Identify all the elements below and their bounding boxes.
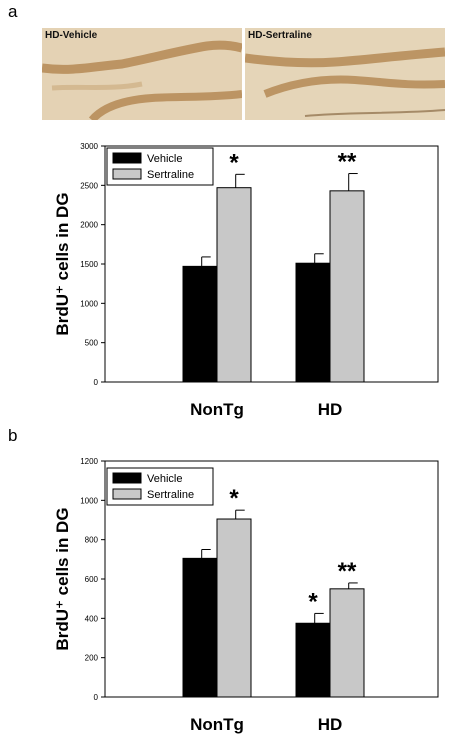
bar: [182, 265, 218, 383]
legend-label: Sertraline: [147, 169, 194, 181]
legend-label: Vehicle: [147, 473, 182, 485]
significance-marker: *: [229, 485, 239, 512]
x-category-label: HD: [318, 400, 343, 419]
legend-label: Vehicle: [147, 153, 182, 165]
micrograph-hd-sertraline-image: [245, 28, 445, 120]
legend-swatch: [112, 152, 142, 164]
y-tick-label: 2500: [80, 181, 98, 190]
micrograph-hd-vehicle-image: [42, 28, 242, 120]
bar: [295, 622, 331, 698]
bar: [295, 262, 331, 383]
y-tick-label: 1000: [80, 496, 98, 505]
micrograph-hd-sertraline: HD-Sertraline: [245, 28, 445, 120]
x-category-label: NonTg: [190, 400, 244, 419]
micrograph-caption: HD-Vehicle: [45, 30, 98, 41]
panel-label-b: b: [8, 426, 18, 445]
legend-label: Sertraline: [147, 489, 194, 501]
y-axis-label: BrdU⁺ cells in DG: [53, 192, 72, 335]
y-tick-label: 3000: [80, 142, 98, 151]
micrograph-hd-vehicle: HD-Vehicle: [42, 28, 242, 120]
y-tick-label: 200: [85, 654, 99, 663]
significance-marker: **: [338, 558, 357, 585]
y-axis-label: BrdU⁺ cells in DG: [53, 507, 72, 650]
micrograph-caption: HD-Sertraline: [248, 30, 312, 41]
significance-marker: *: [308, 588, 318, 615]
y-tick-label: 600: [85, 575, 99, 584]
legend-swatch: [112, 168, 142, 180]
bar: [182, 557, 218, 698]
legend-swatch: [112, 472, 142, 484]
y-tick-label: 1000: [80, 299, 98, 308]
y-tick-label: 2000: [80, 221, 98, 230]
y-tick-label: 0: [94, 378, 99, 387]
bar: [216, 518, 252, 698]
bar: [329, 190, 365, 383]
y-tick-label: 800: [85, 536, 99, 545]
y-tick-label: 400: [85, 614, 99, 623]
x-category-label: HD: [318, 715, 343, 734]
panel-label-a: a: [8, 2, 18, 21]
bar: [216, 187, 252, 383]
significance-marker: **: [338, 149, 357, 176]
y-tick-label: 1500: [80, 260, 98, 269]
chart-b: 0 200 400 600 800 1000 1200 BrdU⁺ cells in DG No…: [53, 457, 439, 734]
legend-swatch: [112, 488, 142, 500]
significance-marker: *: [229, 149, 239, 176]
bar: [329, 588, 365, 698]
x-category-label: NonTg: [190, 715, 244, 734]
y-tick-label: 0: [94, 693, 99, 702]
chart-a: 0 500 1000 1500 2000 2500 3000 BrdU⁺ cells in D…: [53, 142, 439, 419]
y-tick-label: 500: [85, 339, 99, 348]
y-tick-label: 1200: [80, 457, 98, 466]
